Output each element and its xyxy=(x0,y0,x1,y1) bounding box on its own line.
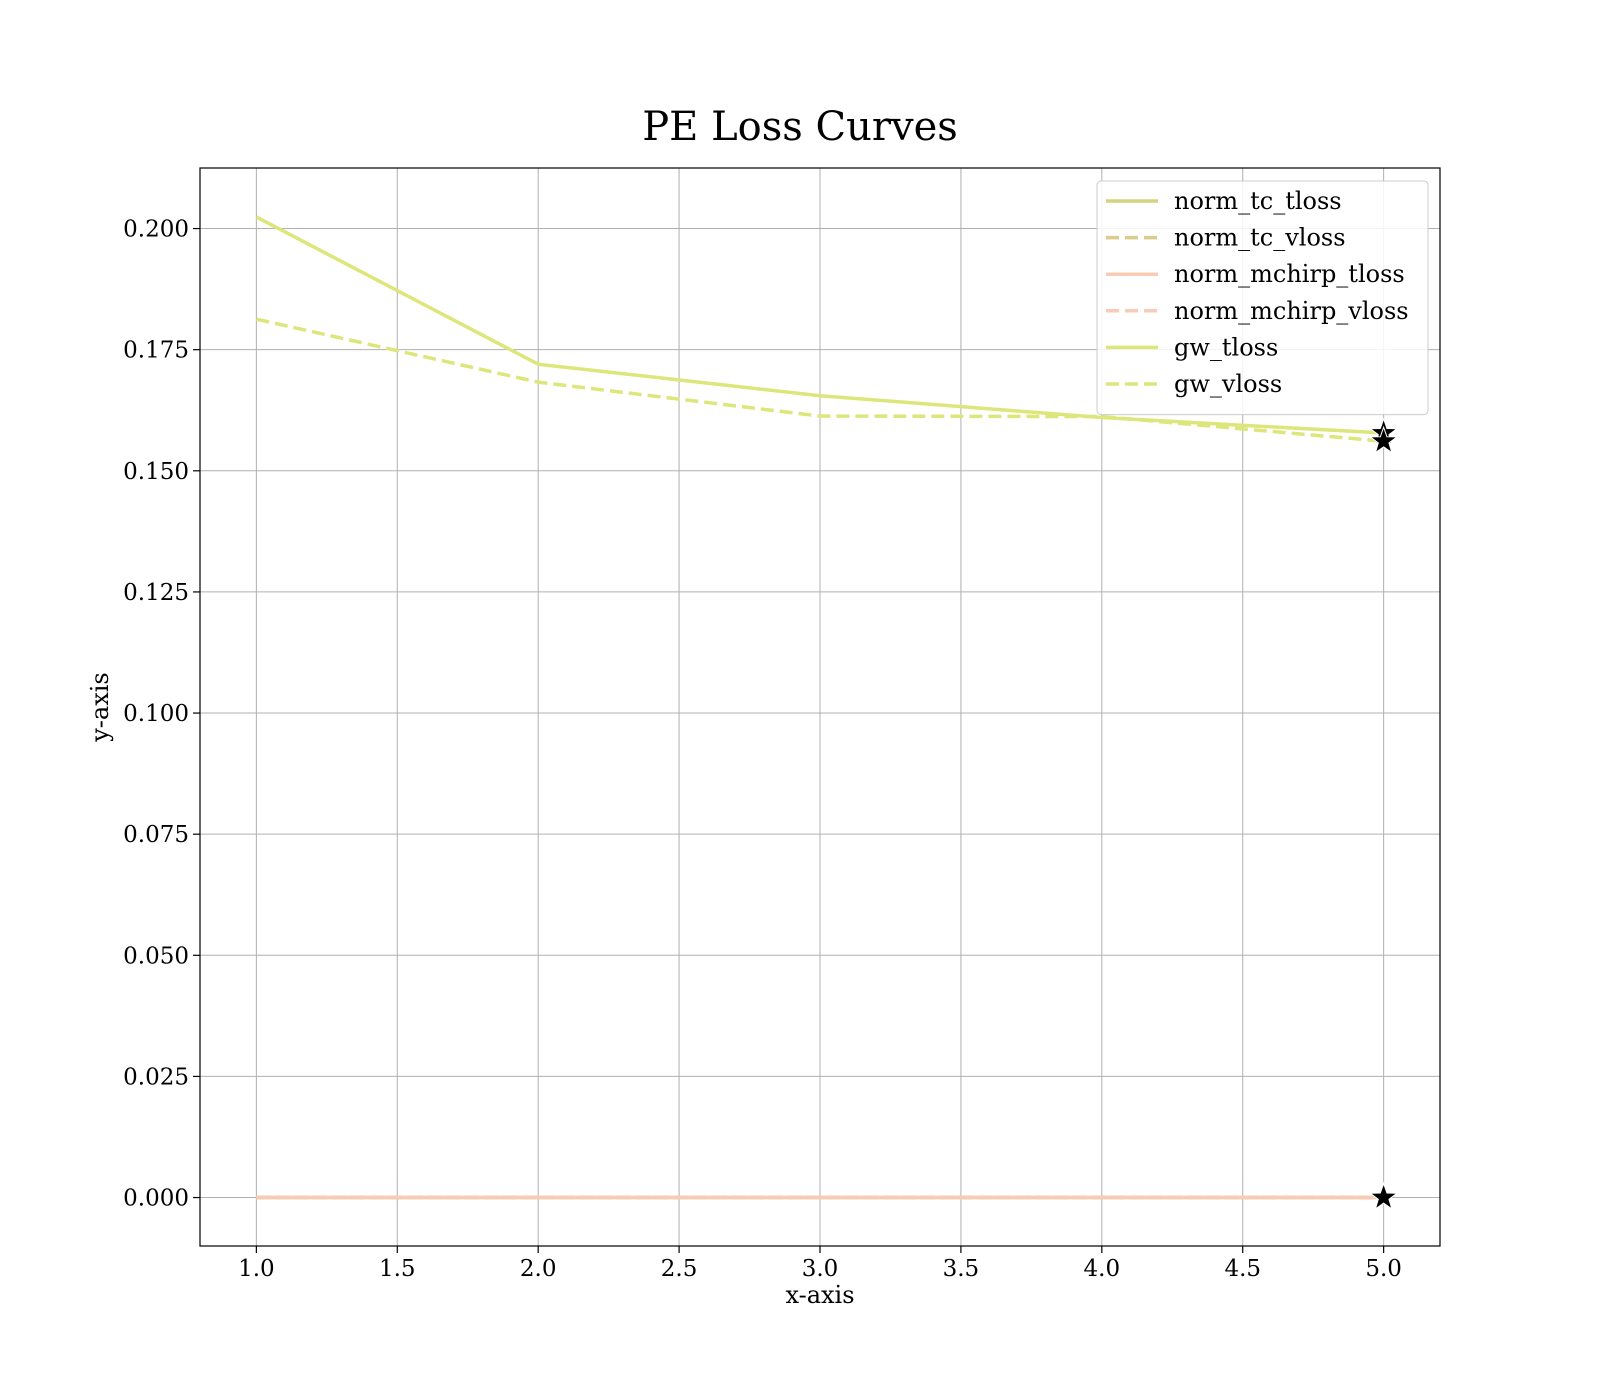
x-tick-label: 2.0 xyxy=(520,1256,557,1282)
legend-label: norm_tc_tloss xyxy=(1174,187,1342,215)
y-tick-label: 0.125 xyxy=(123,580,189,606)
series-line-gw_tloss xyxy=(255,215,1384,435)
legend: norm_tc_tloss norm_tc_vloss norm_mchirp_tl… xyxy=(1096,180,1429,416)
y-tick-label: 0.150 xyxy=(123,459,189,485)
x-tick-label: 1.5 xyxy=(379,1256,416,1282)
x-tick-label: 5.0 xyxy=(1365,1256,1402,1282)
chart-title: PE Loss Curves xyxy=(642,104,958,150)
x-tick-label: 2.5 xyxy=(661,1256,698,1282)
end-markers xyxy=(1368,417,1399,1211)
x-tick-label: 4.0 xyxy=(1084,1256,1121,1282)
y-tick-label: 0.175 xyxy=(123,338,189,364)
legend-label: norm_tc_vloss xyxy=(1174,224,1346,252)
legend-label: gw_tloss xyxy=(1174,333,1278,361)
y-tick-label: 0.000 xyxy=(123,1186,189,1212)
legend-box xyxy=(1096,180,1429,416)
legend-label: norm_mchirp_tloss xyxy=(1174,260,1405,288)
y-tick-label: 0.200 xyxy=(123,217,189,243)
y-tick-label: 0.100 xyxy=(123,701,189,727)
x-ticks: 1.0 1.5 2.0 2.5 3.0 3.5 4.0 4.5 5.0 xyxy=(238,1246,1402,1282)
x-tick-label: 1.0 xyxy=(238,1256,275,1282)
x-tick-label: 4.5 xyxy=(1224,1256,1261,1282)
x-tick-label: 3.5 xyxy=(943,1256,980,1282)
y-ticks: 0.000 0.025 0.050 0.075 0.100 0.125 0.150 0.175… xyxy=(123,217,200,1212)
y-tick-label: 0.050 xyxy=(123,943,189,969)
series-lines xyxy=(255,215,1384,1200)
x-tick-label: 3.0 xyxy=(802,1256,839,1282)
final-point-star-marker xyxy=(1368,425,1399,454)
x-axis-label: x-axis xyxy=(785,1281,854,1309)
y-tick-label: 0.075 xyxy=(123,822,189,848)
legend-label: gw_vloss xyxy=(1174,370,1282,398)
series-line-gw_vloss xyxy=(255,317,1384,443)
final-point-star-marker xyxy=(1368,1182,1399,1211)
legend-label: norm_mchirp_vloss xyxy=(1174,297,1409,325)
grid-lines xyxy=(200,168,1440,1246)
y-tick-label: 0.025 xyxy=(123,1064,189,1090)
y-axis-label: y-axis xyxy=(86,672,114,743)
